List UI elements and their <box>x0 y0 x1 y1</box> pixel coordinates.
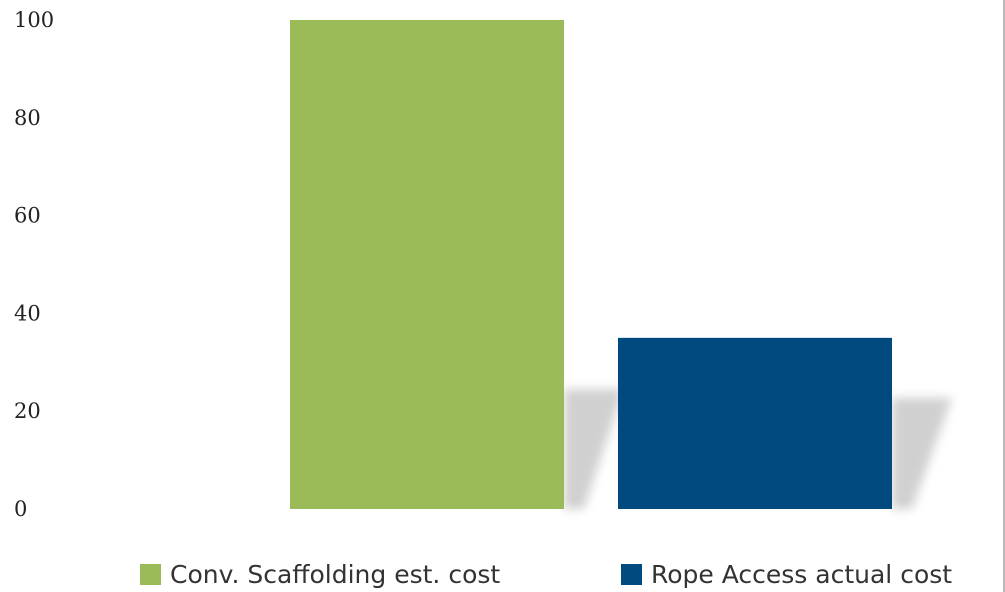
y-tick-label: 60 <box>14 204 41 228</box>
y-tick-label: 40 <box>14 301 41 325</box>
legend-label-scaffolding: Conv. Scaffolding est. cost <box>170 559 501 589</box>
bar-shadows <box>564 389 952 509</box>
y-tick-label: 20 <box>14 399 41 423</box>
bar-shadow <box>564 389 624 509</box>
legend-label-rope-access: Rope Access actual cost <box>651 559 953 589</box>
y-tick-label: 0 <box>14 497 27 521</box>
legend-item-rope-access: Rope Access actual cost <box>621 556 952 592</box>
legend-swatch-scaffolding <box>140 563 161 585</box>
bar-scaffolding <box>290 20 564 509</box>
legend-swatch-rope-access <box>621 563 642 585</box>
y-axis-ticks: 0 20 40 60 80 100 <box>14 8 54 521</box>
bar-rope-access <box>618 337 892 509</box>
bar-shadow <box>892 397 952 509</box>
legend-item-scaffolding: Conv. Scaffolding est. cost <box>140 556 500 592</box>
frame-edge <box>1003 0 1005 592</box>
bars <box>290 20 892 509</box>
y-tick-label: 80 <box>14 106 41 130</box>
y-tick-label: 100 <box>14 8 54 32</box>
legend: Conv. Scaffolding est. cost Rope Access … <box>0 556 1005 592</box>
